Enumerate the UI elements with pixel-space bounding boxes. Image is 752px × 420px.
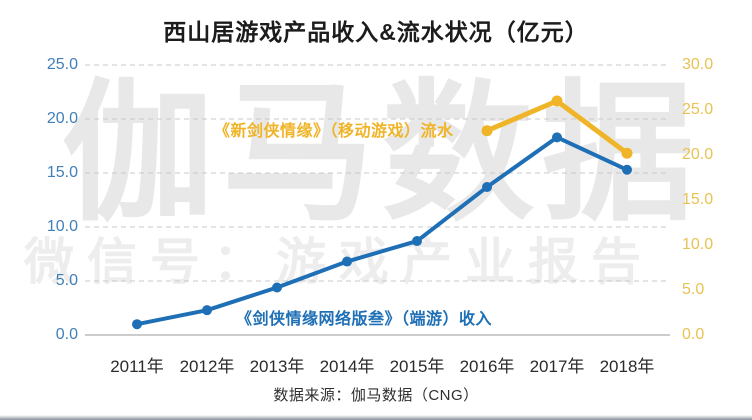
right-axis-tick-label: 5.0 — [682, 281, 705, 298]
pc-revenue-line — [135, 135, 629, 327]
x-axis-label: 2015年 — [389, 357, 445, 376]
bottom-edge-bar — [0, 415, 752, 420]
x-axis-label: 2017年 — [529, 357, 585, 376]
data-point-marker — [482, 182, 492, 193]
x-axis-label: 2012年 — [179, 357, 235, 376]
x-axis-label: 2013年 — [249, 357, 305, 376]
right-axis-tick-label: 0.0 — [682, 326, 705, 343]
data-point-marker — [132, 319, 142, 330]
right-axis-tick-label: 15.0 — [682, 191, 714, 208]
left-axis-tick-label: 5.0 — [55, 272, 78, 289]
mobile-flow-series-label: 《新剑侠情缘》（移动游戏）流水 — [214, 123, 454, 140]
x-axis-label: 2018年 — [599, 357, 655, 376]
left-axis-tick-label: 15.0 — [46, 164, 78, 181]
right-axis-tick-label: 30.0 — [682, 56, 714, 73]
data-point-marker — [481, 125, 493, 137]
x-axis-label: 2014年 — [319, 357, 375, 376]
data-point-marker — [551, 95, 563, 107]
data-point-marker — [202, 305, 212, 316]
chart-title: 西山居游戏产品收入&流水状况（亿元） — [163, 19, 589, 45]
watermark-wechat-text: 微信号：游戏产业报告 — [24, 234, 654, 290]
data-point-marker — [342, 256, 352, 267]
left-axis-tick-label: 10.0 — [46, 218, 78, 235]
right-axis-tick-label: 10.0 — [682, 236, 714, 253]
pc-revenue-series-label: 《剑侠情缘网络版叁》（端游）收入 — [236, 311, 493, 328]
left-axis-tick-label: 25.0 — [46, 56, 78, 73]
data-source-note: 数据来源：伽马数据（CNG） — [273, 387, 479, 404]
data-point-marker — [622, 164, 632, 175]
right-axis-tick-label: 20.0 — [682, 146, 714, 163]
data-point-marker — [412, 236, 422, 247]
mobile-flow-line — [484, 98, 630, 156]
data-point-marker — [272, 282, 282, 293]
data-point-marker — [552, 132, 562, 143]
right-axis-tick-label: 25.0 — [682, 101, 714, 118]
left-axis-tick-label: 20.0 — [46, 110, 78, 127]
data-point-marker — [621, 147, 633, 159]
x-axis-label: 2011年 — [110, 357, 164, 376]
x-axis-label: 2016年 — [459, 357, 515, 376]
left-axis-tick-label: 0.0 — [55, 326, 78, 343]
